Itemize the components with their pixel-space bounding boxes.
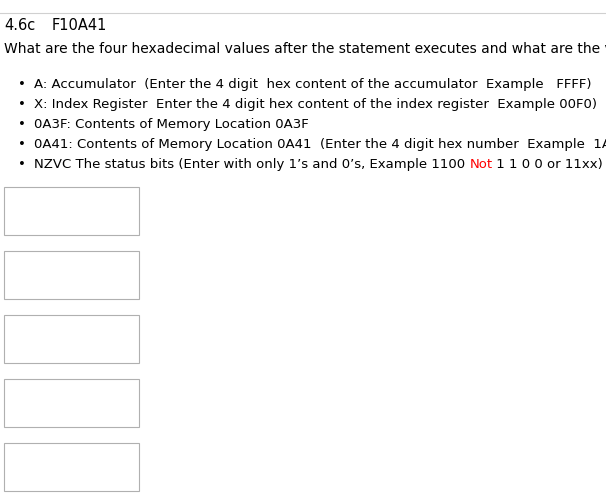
- Text: X: Index Register  Enter the 4 digit hex content of the index register  Example : X: Index Register Enter the 4 digit hex …: [34, 98, 597, 111]
- Text: 0A41: Contents of Memory Location 0A41  (Enter the 4 digit hex number  Example  : 0A41: Contents of Memory Location 0A41 (…: [34, 138, 606, 151]
- Text: F10A41: F10A41: [52, 18, 107, 33]
- Text: •: •: [18, 138, 26, 151]
- Text: •: •: [18, 158, 26, 171]
- Text: •: •: [18, 78, 26, 91]
- Text: A: Accumulator  (Enter the 4 digit  hex content of the accumulator  Example   FF: A: Accumulator (Enter the 4 digit hex co…: [34, 78, 591, 91]
- Text: NZVC The status bits (Enter with only 1’s and 0’s, Example 1100: NZVC The status bits (Enter with only 1’…: [34, 158, 470, 171]
- Text: What are the four hexadecimal values after the statement executes and what are t: What are the four hexadecimal values aft…: [4, 42, 606, 56]
- Text: •: •: [18, 118, 26, 131]
- Text: Not: Not: [470, 158, 493, 171]
- Text: •: •: [18, 98, 26, 111]
- Text: 4.6c: 4.6c: [4, 18, 35, 33]
- Text: 0A3F: Contents of Memory Location 0A3F: 0A3F: Contents of Memory Location 0A3F: [34, 118, 308, 131]
- Text: 1 1 0 0 or 11xx): 1 1 0 0 or 11xx): [493, 158, 603, 171]
